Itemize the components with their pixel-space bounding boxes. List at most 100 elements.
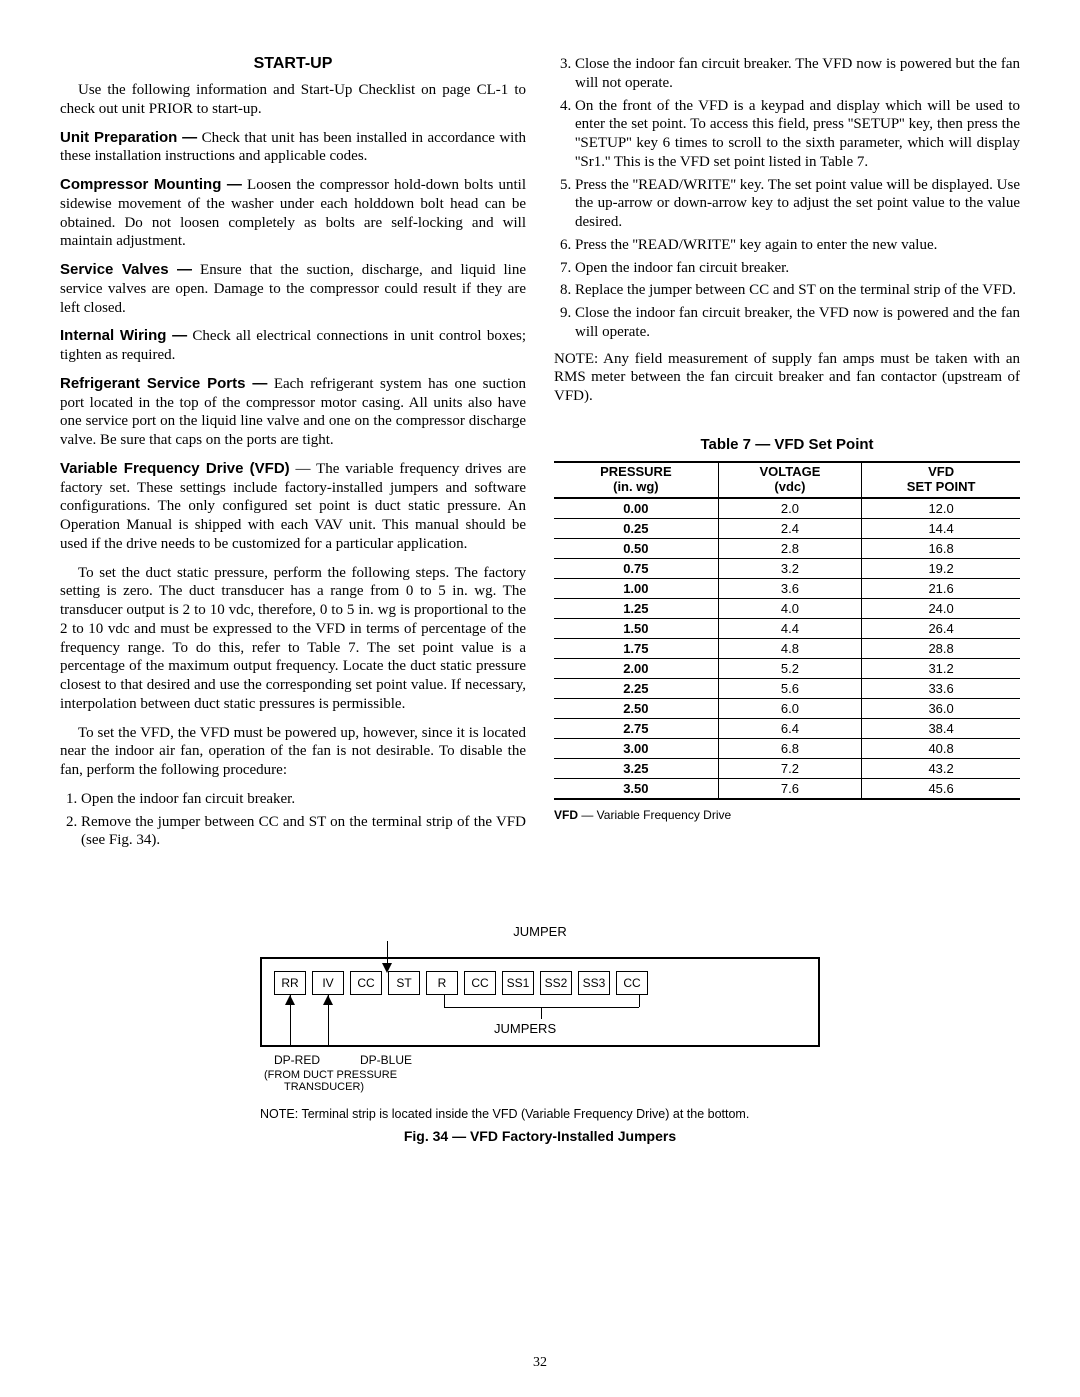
- terminal-box: SS2: [540, 971, 572, 995]
- steps-1-2: Open the indoor fan circuit breaker. Rem…: [60, 790, 526, 850]
- vfd-paragraph-1: Variable Frequency Drive (VFD) — The var…: [60, 460, 526, 554]
- table-row: 1.254.024.0: [554, 598, 1020, 618]
- legend-sep: —: [578, 808, 597, 822]
- terminal-strip-diagram: RRIVCCSTRCCSS1SS2SS3CC JUMPERS: [260, 957, 820, 1047]
- table-cell: 12.0: [862, 498, 1020, 519]
- internal-wiring: Internal Wiring — Check all electrical c…: [60, 327, 526, 365]
- table-cell: 1.75: [554, 638, 718, 658]
- table-cell: 1.00: [554, 578, 718, 598]
- table-cell: 3.2: [718, 558, 861, 578]
- section-title: START-UP: [60, 55, 526, 73]
- table-row: 0.002.012.0: [554, 498, 1020, 519]
- step-2: Remove the jumper between CC and ST on t…: [81, 813, 526, 851]
- service-valves: Service Valves — Ensure that the suction…: [60, 261, 526, 317]
- table-row: 2.255.633.6: [554, 678, 1020, 698]
- table-cell: 3.00: [554, 738, 718, 758]
- terminal-box: CC: [464, 971, 496, 995]
- table-cell: 2.8: [718, 538, 861, 558]
- steps-3-9: Close the indoor fan circuit breaker. Th…: [554, 55, 1020, 342]
- table-cell: 2.25: [554, 678, 718, 698]
- table-row: 2.506.036.0: [554, 698, 1020, 718]
- unit-preparation-lead: Unit Preparation —: [60, 129, 197, 146]
- note-rms: NOTE: Any field measurement of supply fa…: [554, 350, 1020, 406]
- table-row: 2.005.231.2: [554, 658, 1020, 678]
- unit-preparation: Unit Preparation — Check that unit has b…: [60, 129, 526, 167]
- table-cell: 26.4: [862, 618, 1020, 638]
- legend-text: Variable Frequency Drive: [597, 808, 732, 822]
- step-1: Open the indoor fan circuit breaker.: [81, 790, 526, 809]
- table-cell: 2.75: [554, 718, 718, 738]
- table-row: 0.502.816.8: [554, 538, 1020, 558]
- table-cell: 36.0: [862, 698, 1020, 718]
- table-7: PRESSURE (in. wg) VOLTAGE (vdc) VFD SET …: [554, 461, 1020, 800]
- jumper-arrow-line: [387, 941, 388, 965]
- from-note-l2: TRANSDUCER): [264, 1081, 364, 1093]
- table-cell: 43.2: [862, 758, 1020, 778]
- step-3: Close the indoor fan circuit breaker. Th…: [575, 55, 1020, 93]
- terminal-box: RR: [274, 971, 306, 995]
- vfd-lead: Variable Frequency Drive (VFD): [60, 460, 290, 477]
- terminal-box: IV: [312, 971, 344, 995]
- table-7-head-setpoint: VFD SET POINT: [862, 462, 1020, 498]
- table-cell: 14.4: [862, 518, 1020, 538]
- table-cell: 1.50: [554, 618, 718, 638]
- step-6: Press the ''READ/WRITE'' key again to en…: [575, 236, 1020, 255]
- terminal-box: CC: [616, 971, 648, 995]
- step-5: Press the ''READ/WRITE'' key. The set po…: [575, 176, 1020, 232]
- table-cell: 6.8: [718, 738, 861, 758]
- table-row: 3.257.243.2: [554, 758, 1020, 778]
- table-cell: 0.25: [554, 518, 718, 538]
- service-valves-lead: Service Valves —: [60, 261, 192, 278]
- table-cell: 16.8: [862, 538, 1020, 558]
- th-setpoint-l1: VFD: [928, 464, 954, 479]
- table-cell: 28.8: [862, 638, 1020, 658]
- table-cell: 5.6: [718, 678, 861, 698]
- table-cell: 6.4: [718, 718, 861, 738]
- table-cell: 6.0: [718, 698, 861, 718]
- right-column: Close the indoor fan circuit breaker. Th…: [554, 55, 1020, 854]
- table-cell: 7.2: [718, 758, 861, 778]
- terminal-box: SS1: [502, 971, 534, 995]
- th-setpoint-l2: SET POINT: [907, 479, 976, 494]
- iv-arrow-icon: [323, 995, 333, 1005]
- table-cell: 2.00: [554, 658, 718, 678]
- table-cell: 4.8: [718, 638, 861, 658]
- terminal-box: R: [426, 971, 458, 995]
- refrigerant-service-ports-lead: Refrigerant Service Ports —: [60, 375, 267, 392]
- dp-blue-label: DP-BLUE: [360, 1053, 412, 1067]
- terminal-row: RRIVCCSTRCCSS1SS2SS3CC: [274, 971, 648, 995]
- terminal-box: ST: [388, 971, 420, 995]
- table-cell: 21.6: [862, 578, 1020, 598]
- table-cell: 38.4: [862, 718, 1020, 738]
- step-9: Close the indoor fan circuit breaker, th…: [575, 304, 1020, 342]
- table-7-head-voltage: VOLTAGE (vdc): [718, 462, 861, 498]
- table-cell: 31.2: [862, 658, 1020, 678]
- table-row: 0.252.414.4: [554, 518, 1020, 538]
- from-transducer-note: (FROM DUCT PRESSURE TRANSDUCER): [260, 1069, 820, 1093]
- table-row: 2.756.438.4: [554, 718, 1020, 738]
- compressor-mounting-lead: Compressor Mounting —: [60, 176, 242, 193]
- table-cell: 24.0: [862, 598, 1020, 618]
- table-cell: 45.6: [862, 778, 1020, 799]
- table-cell: 3.6: [718, 578, 861, 598]
- table-cell: 19.2: [862, 558, 1020, 578]
- figure-34-caption: Fig. 34 — VFD Factory-Installed Jumpers: [260, 1128, 820, 1144]
- dp-red-label: DP-RED: [274, 1053, 320, 1067]
- jumpers-bracket-v2: [639, 995, 640, 1007]
- table-cell: 2.50: [554, 698, 718, 718]
- table-row: 3.006.840.8: [554, 738, 1020, 758]
- table-7-head-pressure: PRESSURE (in. wg): [554, 462, 718, 498]
- rr-arrow-icon: [285, 995, 295, 1005]
- intro-paragraph: Use the following information and Start-…: [60, 81, 526, 119]
- table-cell: 4.4: [718, 618, 861, 638]
- jumper-top-label: JUMPER: [260, 924, 820, 939]
- table-row: 0.753.219.2: [554, 558, 1020, 578]
- table-cell: 7.6: [718, 778, 861, 799]
- table-cell: 40.8: [862, 738, 1020, 758]
- vfd-paragraph-2: To set the duct static pressure, perform…: [60, 564, 526, 714]
- jumpers-bracket-stem: [541, 1007, 542, 1019]
- table-cell: 3.25: [554, 758, 718, 778]
- figure-34: JUMPER RRIVCCSTRCCSS1SS2SS3CC JUMPERS DP…: [260, 924, 820, 1144]
- table-cell: 2.0: [718, 498, 861, 519]
- table-row: 1.754.828.8: [554, 638, 1020, 658]
